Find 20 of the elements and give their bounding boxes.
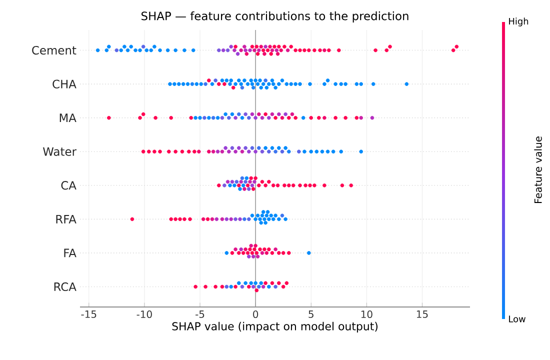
y-tick-label: CHA (52, 80, 76, 88)
y-tick-label: Cement (32, 46, 76, 55)
y-tick-label: FA (64, 248, 76, 258)
x-tick-label: -10 (136, 310, 152, 318)
text: Low (509, 316, 526, 322)
y-tick-label: RFA (56, 215, 76, 224)
chart-title: SHAP — feature contributions to the prediction (142, 11, 408, 22)
x-axis-title: SHAP value (impact on model output) (172, 322, 378, 332)
y-tick-label: CA (61, 181, 76, 190)
x-tick-label: 10 (361, 310, 372, 318)
x-tick-label: 15 (416, 310, 428, 318)
x-tick-label: -15 (81, 310, 96, 318)
x-tick-label: 0 (253, 310, 258, 318)
y-tick-label: Water (42, 147, 76, 156)
color-bar-title: Feature value (534, 136, 542, 204)
y-tick-label: RCA (54, 282, 76, 292)
y-tick-label: MA (60, 114, 76, 122)
x-tick-label: -5 (196, 310, 204, 318)
x-tick-label: 5 (308, 310, 314, 318)
text: High (509, 18, 528, 26)
